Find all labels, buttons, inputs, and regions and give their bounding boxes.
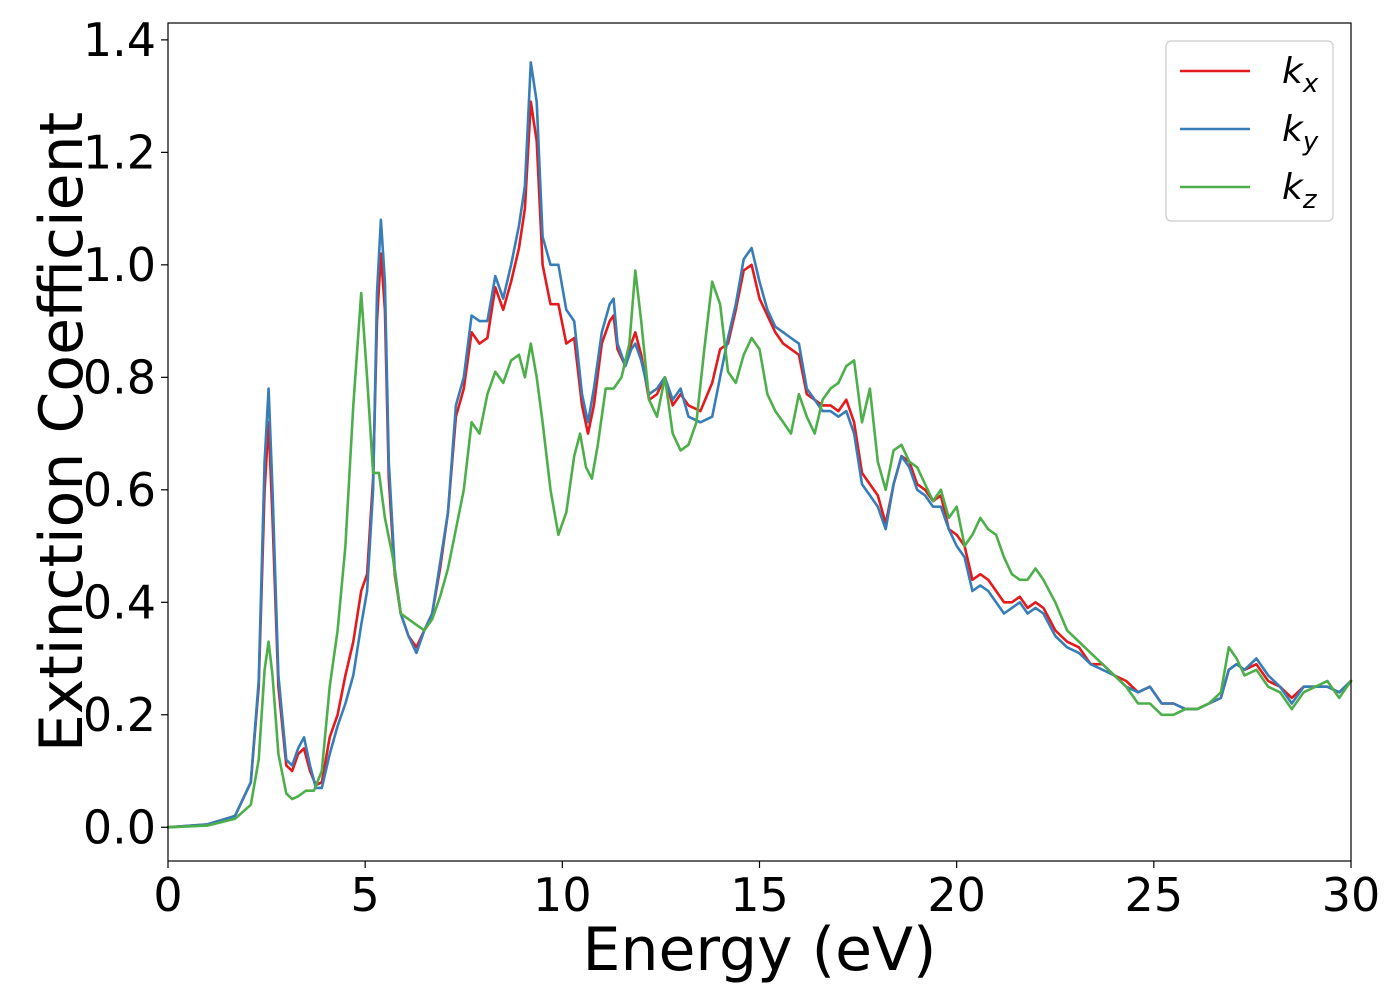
x-tick-label: 0	[153, 868, 182, 922]
legend-label-ky: ky	[1282, 109, 1319, 157]
y-tick-label: 1.4	[83, 13, 156, 67]
series-line-ky	[166, 61, 1353, 829]
legend-box	[1165, 40, 1334, 222]
legend-label-subscript: y	[1302, 127, 1319, 157]
legend-label-base: k	[1282, 167, 1305, 208]
x-axis-ticks: 0 5 10 15 20 25 30	[153, 861, 1380, 922]
y-tick-label: 0.2	[83, 688, 156, 742]
x-tick-label: 25	[1125, 868, 1184, 922]
y-tick-label: 0.0	[83, 800, 156, 854]
legend-label-kz: kz	[1282, 167, 1318, 215]
x-tick-label: 5	[351, 868, 380, 922]
y-axis-ticks: 0.0 0.2 0.4 0.6 0.8 1.0 1.2 1.4	[83, 13, 168, 854]
y-axis-title: Extinction Coefficient	[27, 112, 97, 752]
legend-label-subscript: z	[1302, 185, 1318, 215]
y-tick-label: 0.6	[83, 463, 156, 517]
legend-label-base: k	[1282, 51, 1305, 92]
legend-label-base: k	[1282, 109, 1305, 150]
y-tick-label: 1.2	[83, 125, 156, 179]
x-tick-label: 20	[927, 868, 986, 922]
x-tick-label: 10	[533, 868, 592, 922]
x-tick-label: 30	[1322, 868, 1381, 922]
legend-label-kx: kx	[1282, 51, 1319, 99]
x-tick-label: 15	[730, 868, 789, 922]
series-line-kz	[166, 269, 1353, 829]
y-tick-label: 0.8	[83, 350, 156, 404]
y-tick-label: 0.4	[83, 575, 156, 629]
y-tick-label: 1.0	[83, 238, 156, 292]
x-axis-title: Energy (eV)	[583, 915, 937, 985]
plot-lines	[166, 61, 1353, 829]
legend-label-subscript: x	[1302, 69, 1319, 99]
